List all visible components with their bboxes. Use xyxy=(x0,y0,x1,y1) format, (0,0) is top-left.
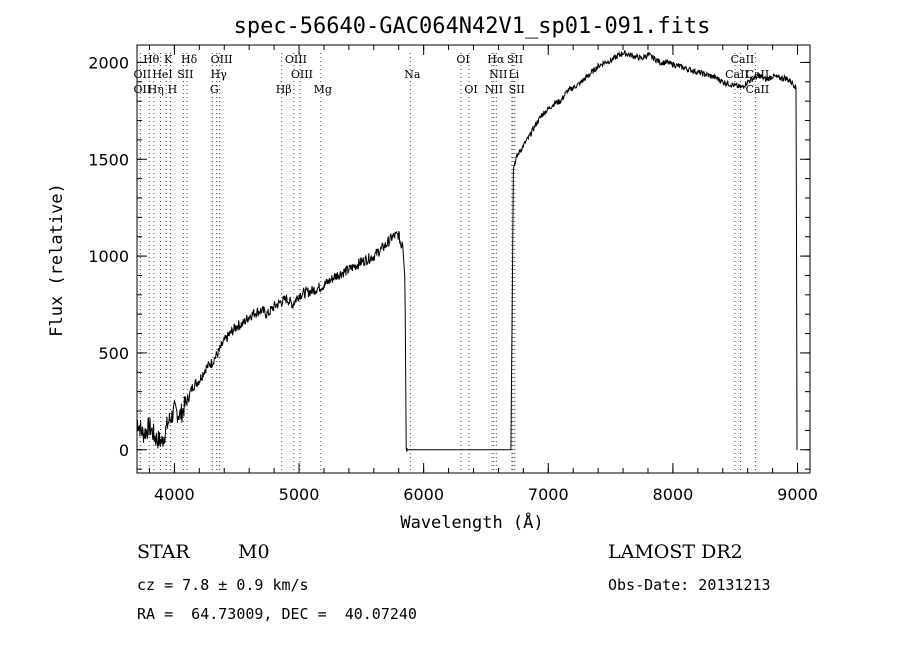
line-label: SII xyxy=(509,83,525,96)
x-tick-label: 6000 xyxy=(403,485,444,504)
y-axis-label: Flux (relative) xyxy=(47,183,67,337)
line-label: Hα xyxy=(487,53,505,66)
line-label: CaII xyxy=(746,83,770,96)
y-tick-label: 0 xyxy=(119,441,129,460)
chart-title: spec-56640-GAC064N42V1_sp01-091.fits xyxy=(234,14,711,39)
observation-date: Obs-Date: 20131213 xyxy=(608,576,771,594)
line-label: Hγ xyxy=(211,68,228,81)
object-subclass: M0 xyxy=(238,541,270,563)
line-label: SII xyxy=(177,68,193,81)
coordinates: RA = 64.73009, DEC = 40.07240 xyxy=(137,605,417,623)
line-label: OII xyxy=(134,83,152,96)
line-label: OIII xyxy=(285,53,307,66)
line-label: K xyxy=(164,53,173,66)
object-class: STAR xyxy=(137,541,190,563)
line-label: HeI xyxy=(152,68,172,81)
line-label: Na xyxy=(404,68,421,81)
plot-frame xyxy=(136,44,811,474)
line-label: H xyxy=(168,83,178,96)
line-label: NII xyxy=(489,68,507,81)
line-label: OIII xyxy=(211,53,233,66)
spectral-line-markers xyxy=(139,53,756,473)
line-label: CaII xyxy=(725,68,749,81)
x-tick-label: 7000 xyxy=(528,485,569,504)
line-label: NII xyxy=(485,83,503,96)
y-tick-label: 2000 xyxy=(88,53,129,72)
line-label: Hβ xyxy=(276,83,292,96)
line-label: G xyxy=(210,83,219,96)
spectrum-line xyxy=(136,49,798,452)
line-label: CaII xyxy=(731,53,755,66)
axis-tick-labels: 4000 5000 6000 7000 8000 9000 0 500 1000 1500 2000 xyxy=(88,53,818,504)
line-label: Li xyxy=(508,68,519,81)
line-label: Hθ xyxy=(143,53,160,66)
line-label: Mg xyxy=(314,83,332,96)
x-tick-label: 4000 xyxy=(154,485,195,504)
line-label: OI xyxy=(464,83,477,96)
line-label: SII xyxy=(507,53,523,66)
x-tick-label: 5000 xyxy=(279,485,320,504)
line-label: OI xyxy=(456,53,469,66)
y-tick-label: 500 xyxy=(98,344,129,363)
line-label: OIII xyxy=(291,68,313,81)
x-tick-label: 9000 xyxy=(777,485,818,504)
line-label: Hη xyxy=(148,83,164,96)
line-label: OII xyxy=(134,68,152,81)
x-axis-label: Wavelength (Å) xyxy=(400,511,543,533)
line-label: Hδ xyxy=(181,53,198,66)
survey-name: LAMOST DR2 xyxy=(608,541,743,563)
y-tick-label: 1500 xyxy=(88,150,129,169)
x-tick-label: 8000 xyxy=(653,485,694,504)
redshift-readout: cz = 7.8 ± 0.9 km/s xyxy=(137,576,309,594)
axis-ticks xyxy=(137,45,810,473)
y-tick-label: 1000 xyxy=(88,247,129,266)
